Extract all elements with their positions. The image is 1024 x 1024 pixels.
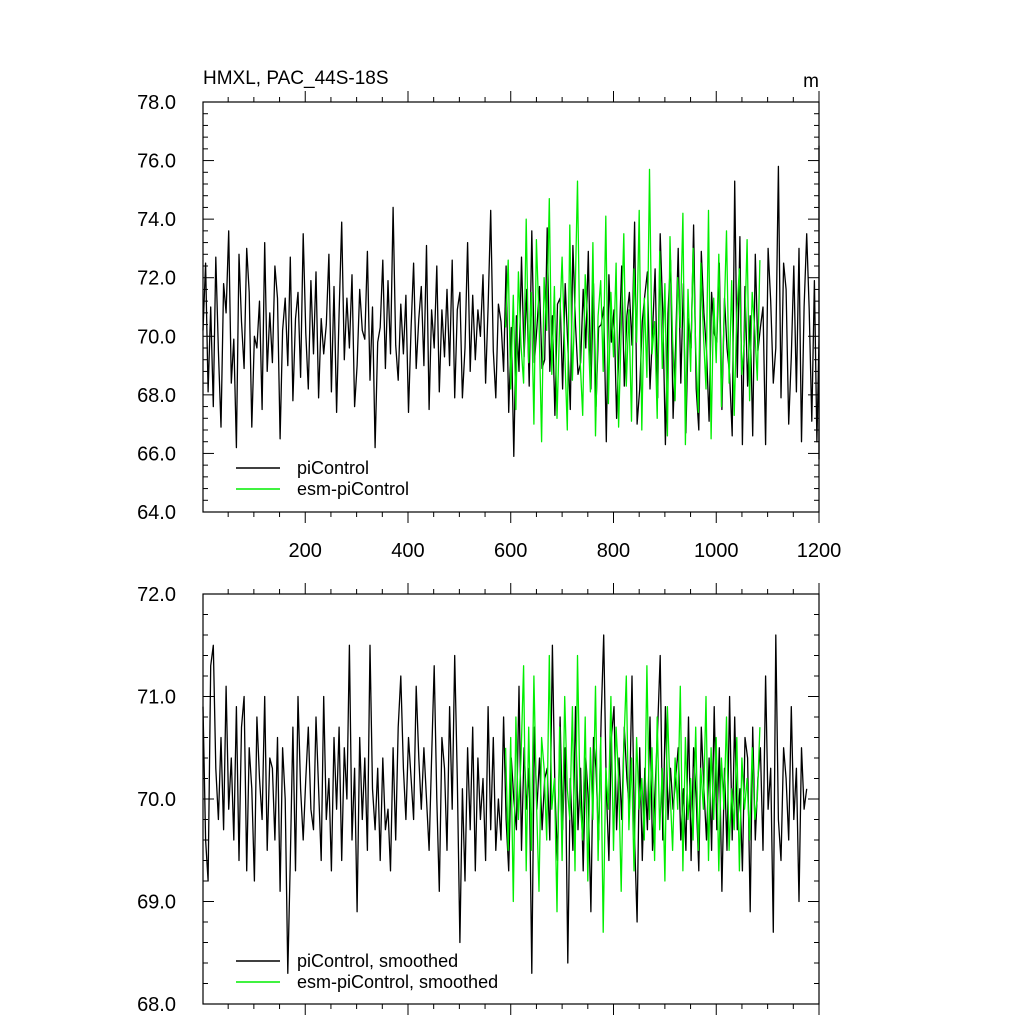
legend-label: esm-piControl [297, 479, 409, 499]
y-tick-label: 74.0 [137, 209, 176, 231]
series-line-picontrol [202, 145, 820, 460]
y-tick-label: 64.0 [137, 502, 176, 524]
series-line-esm-picontrol [504, 168, 761, 446]
legend-label: piControl [297, 458, 369, 478]
plot-frame [202, 101, 820, 513]
y-tick-label: 71.0 [137, 687, 176, 709]
y-tick-label: 68.0 [137, 994, 176, 1016]
units-label: m [803, 71, 819, 92]
y-tick-label: 72.0 [137, 584, 176, 606]
x-tick-label: 1000 [694, 540, 739, 562]
y-tick-label: 78.0 [137, 92, 176, 114]
legend-label: esm-piControl, smoothed [297, 972, 498, 992]
y-tick-label: 76.0 [137, 151, 176, 173]
top-panel: 64.0 66.0 68.0 70.0 72.0 74.0 76.0 78.0 200 400 60… [137, 91, 841, 562]
series-line-picontrol [202, 634, 808, 974]
y-tick-label: 66.0 [137, 443, 176, 465]
x-tick-label: 400 [391, 540, 424, 562]
bottom-panel: 68.0 69.0 70.0 71.0 72.0 piControl, smoothede… [137, 583, 820, 1016]
y-tick-label: 70.0 [137, 326, 176, 348]
x-tick-label: 800 [597, 540, 630, 562]
y-tick-label: 68.0 [137, 385, 176, 407]
x-tick-label: 1200 [797, 540, 842, 562]
chart-title: HMXL, PAC_44S-18S [203, 68, 389, 89]
y-tick-label: 70.0 [137, 789, 176, 811]
series-line-esm-picontrol [504, 654, 761, 933]
x-tick-label: 200 [289, 540, 322, 562]
y-tick-label: 72.0 [137, 268, 176, 290]
legend-label: piControl, smoothed [297, 951, 458, 971]
x-tick-label: 600 [494, 540, 527, 562]
y-tick-label: 69.0 [137, 892, 176, 914]
